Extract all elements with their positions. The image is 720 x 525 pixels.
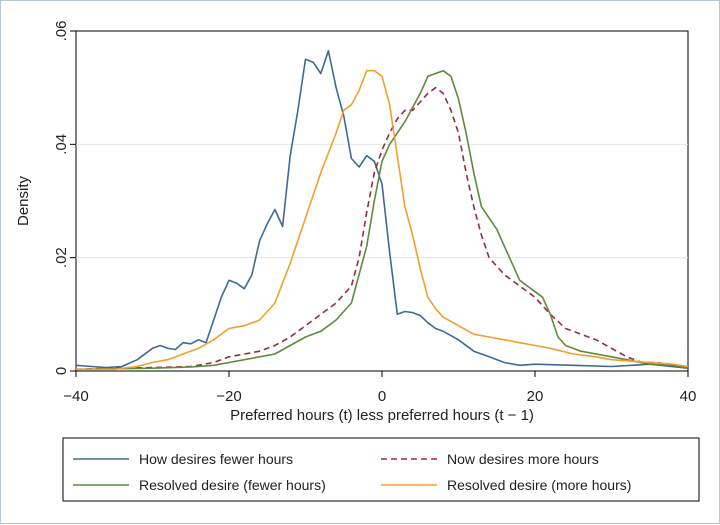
x-tick-label: −20: [216, 388, 241, 405]
legend-label-4: Resolved desire (more hours): [447, 477, 631, 493]
x-tick-label: 40: [680, 388, 697, 405]
series-line-3: [75, 69, 689, 371]
legend-label-2: Now desires more hours: [447, 451, 599, 467]
x-tick-label: 0: [378, 388, 386, 405]
series-layer: [75, 50, 689, 371]
y-tick-label: .02: [53, 247, 70, 268]
legend-label-1: How desires fewer hours: [139, 451, 293, 467]
gridlines: [76, 143, 688, 259]
x-axis-title: Preferred hours (t) less preferred hours…: [230, 407, 534, 424]
x-tick-label: −40: [63, 388, 88, 405]
series-line-2: [75, 86, 689, 371]
x-axis: −40 −20 0 20 40: [63, 371, 696, 405]
y-tick-label: .06: [53, 21, 70, 42]
plot-area: [75, 30, 689, 372]
legend-label-3: Resolved desire (fewer hours): [139, 477, 326, 493]
y-axis-title: Density: [15, 175, 32, 226]
legend-box: [62, 437, 700, 502]
series-line-1: [75, 50, 689, 369]
y-tick-label: 0: [53, 367, 70, 375]
series-line-4: [76, 69, 689, 371]
x-tick-label: 20: [527, 388, 544, 405]
y-tick-label: .04: [53, 134, 70, 155]
legend: How desires fewer hours Now desires more …: [73, 451, 631, 493]
y-axis: 0 .02 .04 .06: [53, 21, 76, 375]
